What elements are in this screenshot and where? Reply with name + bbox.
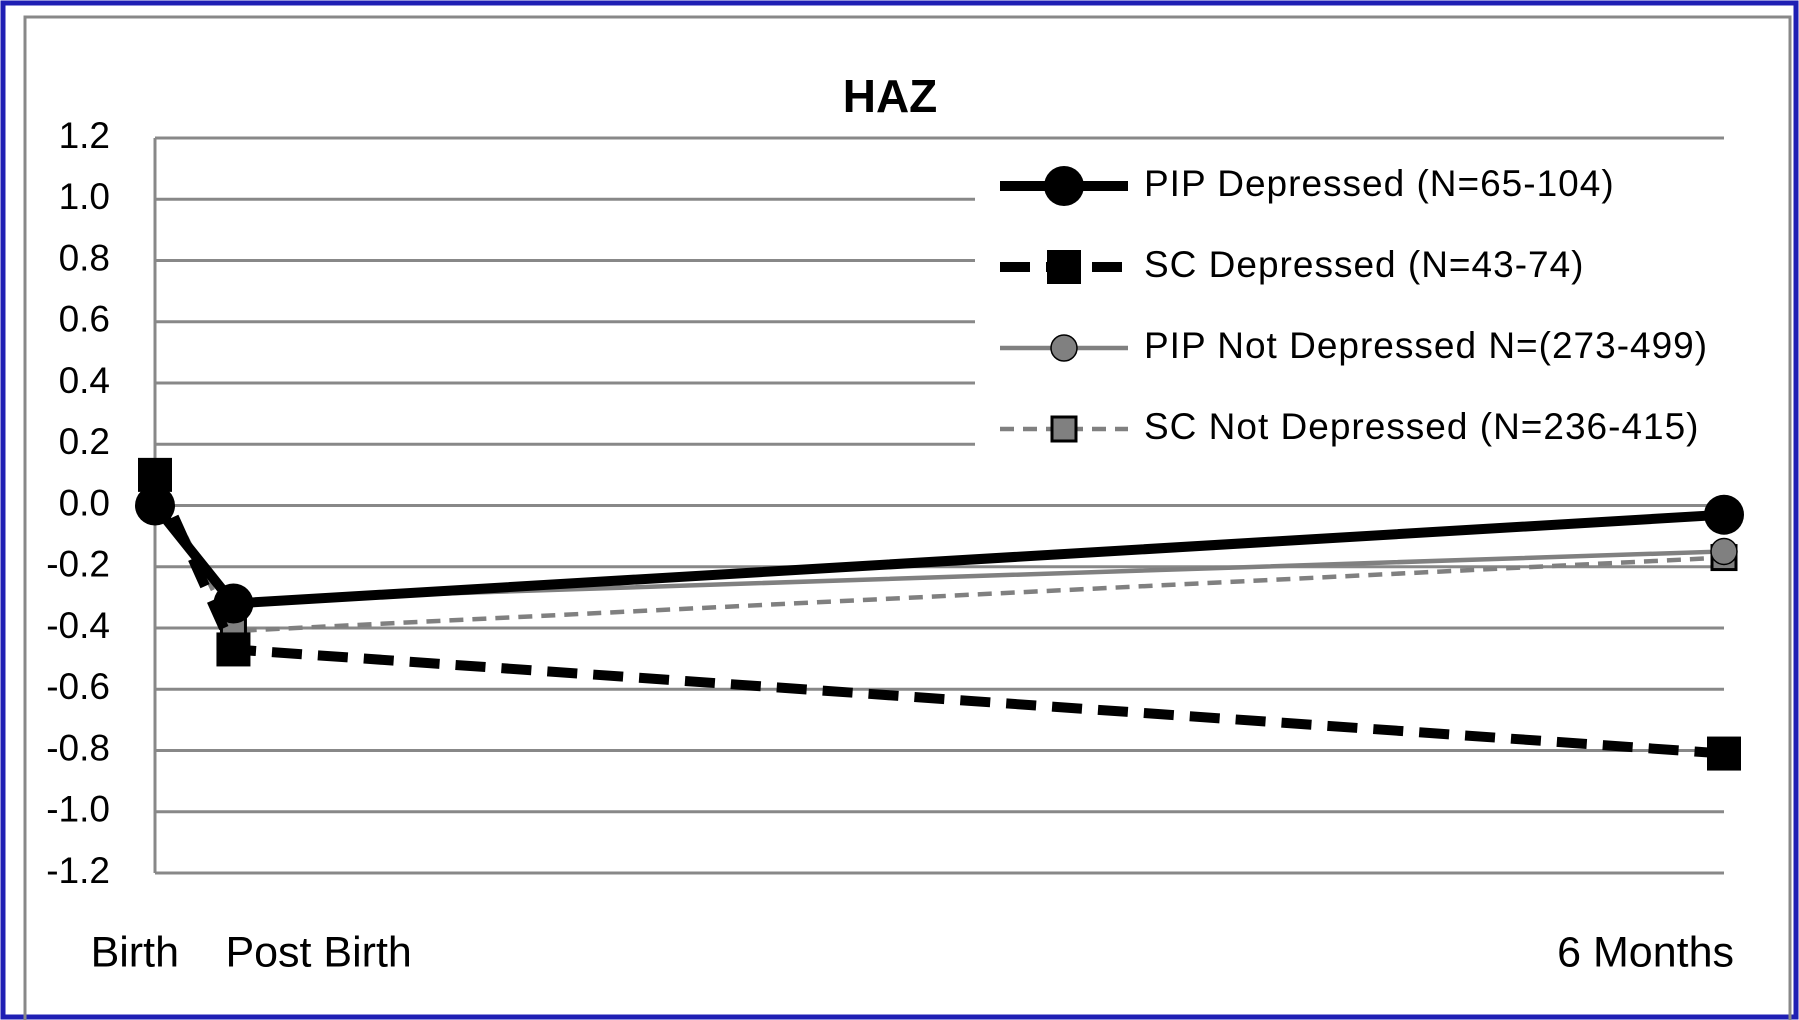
marker <box>1707 736 1741 771</box>
legend: PIP Depressed (N=65-104) SC Depressed (N=… <box>975 150 1785 468</box>
marker <box>1047 250 1081 284</box>
y-tick-label: -0.6 <box>46 666 110 707</box>
marker <box>1050 334 1078 362</box>
x-tick-label: Birth <box>91 928 179 976</box>
marker <box>135 485 175 526</box>
plot <box>135 457 1744 771</box>
legend-background <box>975 150 1785 468</box>
marker <box>1044 166 1084 206</box>
y-tick-label: 0.0 <box>59 482 110 523</box>
y-tick-label: -0.2 <box>46 544 110 585</box>
y-tick-label: 0.4 <box>59 360 110 401</box>
y-tick-label: -1.0 <box>46 789 110 830</box>
chart-frame <box>23 15 1792 1020</box>
x-tick-label: 6 Months <box>1557 928 1734 976</box>
y-tick-label: 1.2 <box>59 115 110 156</box>
x-tick-label: Post Birth <box>225 928 411 976</box>
legend-label: SC Depressed (N=43-74) <box>1144 244 1585 285</box>
marker <box>1710 537 1738 566</box>
y-tick-label: -1.2 <box>46 850 110 891</box>
y-tick-label: -0.4 <box>46 605 110 646</box>
y-tick-label: 0.6 <box>59 299 110 340</box>
y-tick-label: 1.0 <box>59 176 110 217</box>
chart-title: HAZ <box>843 70 938 122</box>
marker <box>1050 415 1078 443</box>
legend-label: SC Not Depressed (N=236-415) <box>1144 406 1700 447</box>
y-tick-label: 0.2 <box>59 421 110 462</box>
grid: 1.2 1.0 0.8 0.6 0.4 0.2 0.0 -0.2 -0.4 -0.6 -0.8 -1.… <box>46 115 1734 977</box>
marker <box>213 583 254 624</box>
marker <box>216 632 251 667</box>
y-tick-label: -0.8 <box>46 727 110 768</box>
marker <box>1704 494 1744 535</box>
y-tick-label: 0.8 <box>59 237 110 278</box>
legend-label: PIP Depressed (N=65-104) <box>1144 163 1615 204</box>
legend-label: PIP Not Depressed N=(273-499) <box>1144 325 1708 366</box>
